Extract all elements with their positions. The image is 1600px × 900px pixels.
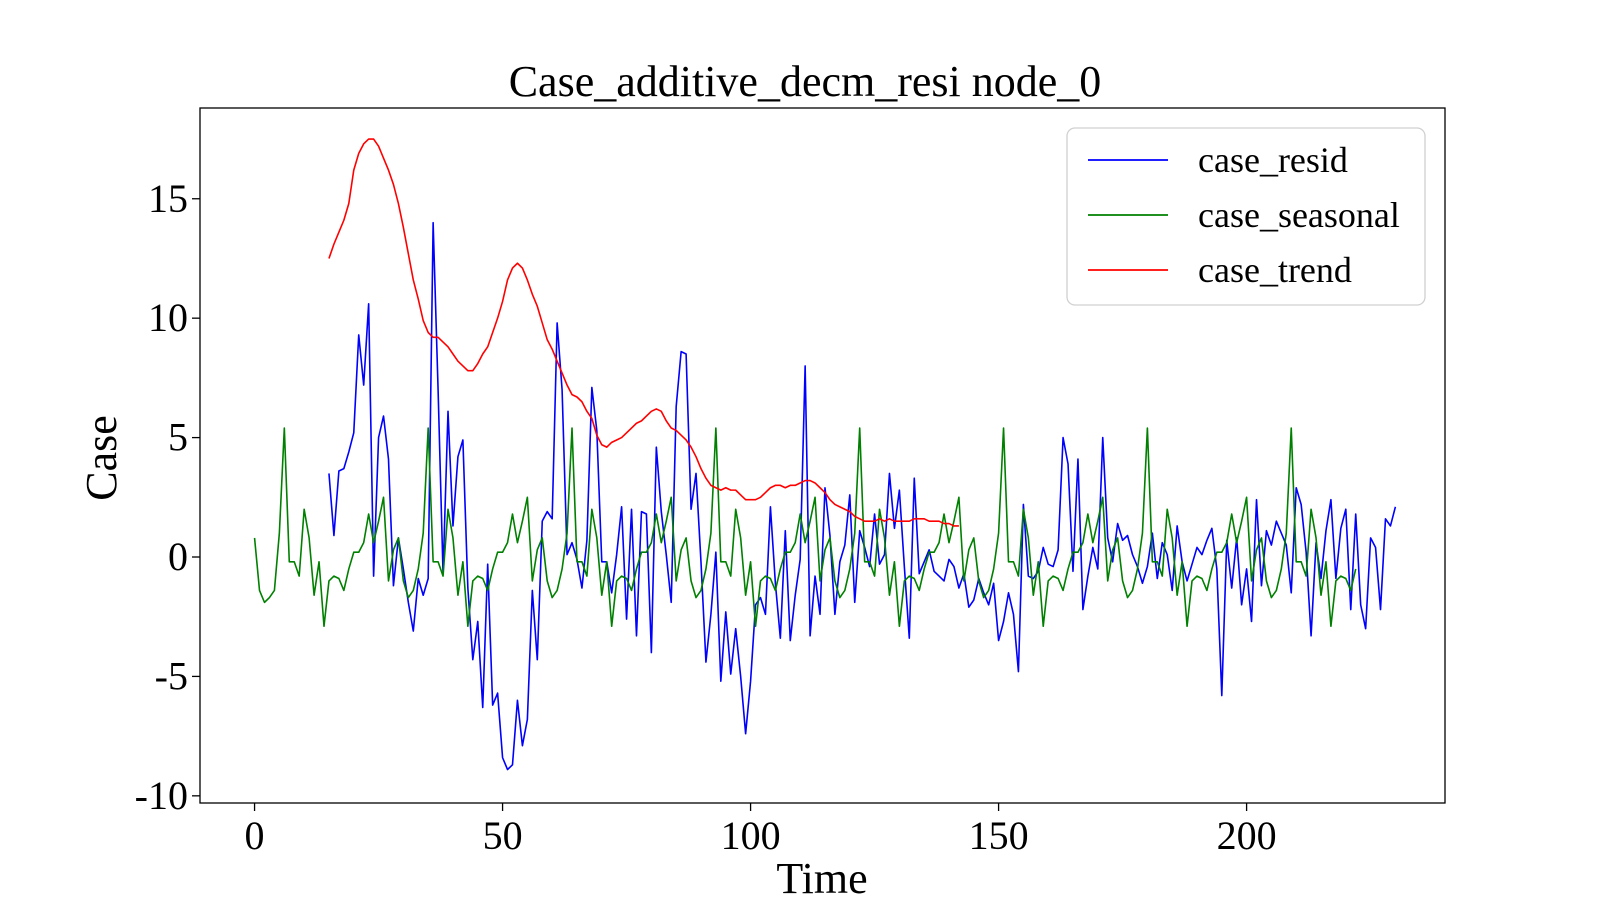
plot-frame bbox=[199, 107, 1446, 804]
x-tick-label: 100 bbox=[721, 813, 781, 858]
legend-label-case_seasonal: case_seasonal bbox=[1198, 195, 1400, 235]
chart-title: Case_additive_decm_resi node_0 bbox=[509, 57, 1102, 106]
x-axis: 0 50 100 150 200 bbox=[245, 803, 1277, 858]
y-tick-label: 5 bbox=[168, 415, 188, 460]
x-tick-label: 0 bbox=[245, 813, 265, 858]
series-line-case_seasonal bbox=[253, 427, 1357, 628]
legend-box bbox=[1066, 127, 1426, 306]
legend-label-case_resid: case_resid bbox=[1198, 140, 1348, 180]
y-axis: -10 -5 0 5 10 15 bbox=[135, 176, 200, 818]
y-axis-label: Case bbox=[77, 415, 126, 501]
y-tick-label: 10 bbox=[148, 295, 188, 340]
series-layer bbox=[253, 138, 1397, 771]
y-tick-label: 0 bbox=[168, 534, 188, 579]
legend: case_resid case_seasonal case_trend bbox=[1066, 127, 1426, 306]
y-tick-label: 15 bbox=[148, 176, 188, 221]
x-tick-label: 200 bbox=[1217, 813, 1277, 858]
x-tick-label: 50 bbox=[483, 813, 523, 858]
legend-label-case_trend: case_trend bbox=[1198, 250, 1352, 290]
x-axis-label: Time bbox=[776, 854, 867, 900]
y-tick-label: -5 bbox=[155, 653, 188, 698]
x-tick-label: 150 bbox=[969, 813, 1029, 858]
y-tick-label: -10 bbox=[135, 773, 188, 818]
series-line-case_trend bbox=[328, 138, 959, 527]
series-line-case_resid bbox=[328, 221, 1397, 771]
plot-area bbox=[199, 107, 1446, 804]
